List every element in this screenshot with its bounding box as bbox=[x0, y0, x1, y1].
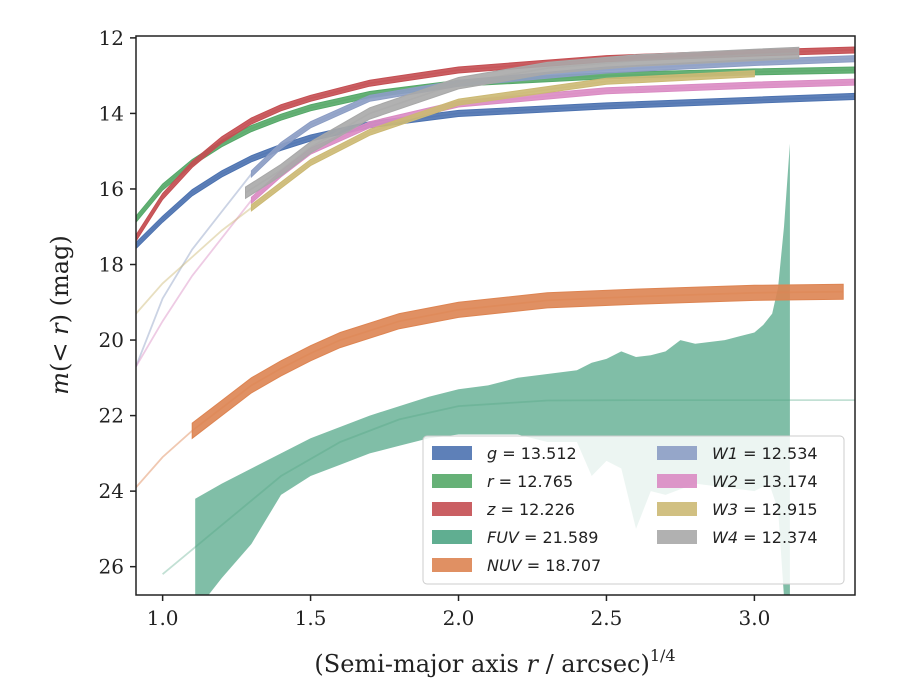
legend-label-nuv: NUV = 18.707 bbox=[487, 556, 601, 575]
x-axis-label: (Semi-major axis r / arcsec)1/4 bbox=[314, 646, 675, 678]
y-tick-label: 22 bbox=[99, 404, 124, 428]
legend-swatch-g bbox=[432, 446, 472, 460]
legend: g = 13.512 r = 12.765 z = 12.226 FUV = 21.5… bbox=[422, 435, 845, 585]
legend-label-r: r = 12.765 bbox=[487, 472, 573, 491]
legend-swatch-z bbox=[432, 502, 472, 516]
x-tick-label: 3.0 bbox=[738, 606, 770, 630]
y-axis-label: m(< r) (mag) bbox=[46, 235, 74, 395]
legend-swatch-r bbox=[432, 474, 472, 488]
legend-swatch-w4 bbox=[657, 530, 697, 544]
x-tick-label: 1.5 bbox=[295, 606, 327, 630]
y-tick-label: 20 bbox=[99, 328, 124, 352]
legend-box bbox=[422, 435, 845, 585]
legend-swatch-w1 bbox=[657, 446, 697, 460]
series-w3-band bbox=[250, 70, 755, 212]
ticks-layer: 1.0 1.5 2.0 2.5 3.0 12 14 16 18 20 22 24 26 bbox=[99, 26, 771, 630]
legend-label-w2: W2 = 13.174 bbox=[712, 472, 818, 491]
x-tick-label: 2.0 bbox=[443, 606, 475, 630]
y-tick-label: 24 bbox=[99, 479, 124, 503]
series-r-band bbox=[136, 66, 855, 223]
legend-swatch-fuv bbox=[432, 530, 472, 544]
legend-label-z: z = 12.226 bbox=[486, 500, 575, 519]
legend-swatch-nuv bbox=[432, 558, 472, 572]
series-z-band bbox=[136, 46, 855, 243]
series-w1-band bbox=[250, 55, 855, 179]
legend-label-w4: W4 = 12.374 bbox=[712, 528, 818, 547]
legend-swatch-w3 bbox=[657, 502, 697, 516]
y-tick-label: 18 bbox=[99, 253, 124, 277]
series-fuv-line bbox=[162, 399, 855, 575]
legend-label-w1: W1 = 12.534 bbox=[712, 444, 818, 463]
series-nuv-band bbox=[191, 283, 844, 440]
x-tick-label: 2.5 bbox=[591, 606, 623, 630]
legend-label-g: g = 13.512 bbox=[487, 444, 577, 463]
legend-label-fuv: FUV = 21.589 bbox=[487, 528, 598, 547]
legend-swatch-w2 bbox=[657, 474, 697, 488]
y-tick-label: 14 bbox=[99, 101, 124, 125]
legend-label-w3: W3 = 12.915 bbox=[712, 500, 818, 519]
series-g-band bbox=[136, 92, 855, 250]
y-tick-label: 16 bbox=[99, 177, 124, 201]
series-w4-band bbox=[245, 46, 800, 200]
plot-frame bbox=[135, 35, 856, 596]
y-tick-label: 26 bbox=[99, 555, 124, 579]
y-tick-label: 12 bbox=[99, 26, 124, 50]
x-tick-label: 1.0 bbox=[147, 606, 179, 630]
